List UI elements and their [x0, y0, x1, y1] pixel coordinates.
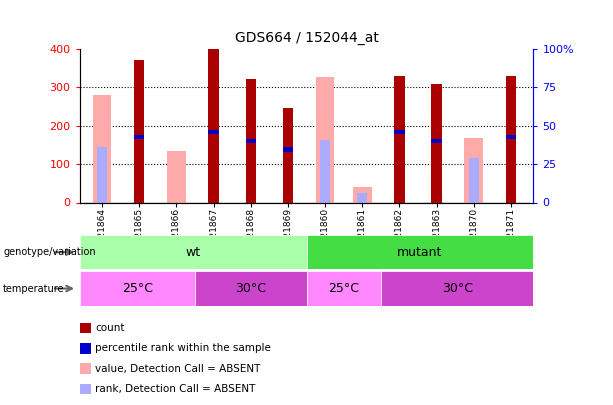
Text: rank, Detection Call = ABSENT: rank, Detection Call = ABSENT [95, 384, 256, 394]
Text: 25°C: 25°C [122, 282, 153, 295]
Title: GDS664 / 152044_at: GDS664 / 152044_at [235, 31, 378, 45]
Bar [246, 79, 256, 202]
Text: 25°C: 25°C [328, 282, 359, 295]
Bar [320, 140, 330, 202]
Bar [432, 84, 442, 202]
Bar [394, 76, 405, 202]
Bar [283, 108, 293, 202]
Bar [465, 138, 483, 202]
Bar [468, 158, 479, 202]
Bar [394, 130, 405, 134]
Bar [316, 77, 335, 202]
Text: value, Detection Call = ABSENT: value, Detection Call = ABSENT [95, 364, 261, 373]
Bar [167, 151, 186, 202]
Bar [208, 49, 219, 202]
Bar [80, 235, 306, 269]
Bar [93, 95, 112, 202]
Bar [357, 193, 367, 202]
Text: 30°C: 30°C [235, 282, 266, 295]
Bar [306, 235, 533, 269]
Text: genotype/variation: genotype/variation [3, 247, 96, 257]
Text: percentile rank within the sample: percentile rank within the sample [95, 343, 271, 353]
Bar [195, 271, 306, 306]
Text: count: count [95, 323, 124, 333]
Bar [283, 147, 293, 152]
Text: mutant: mutant [397, 245, 443, 259]
Text: wt: wt [186, 245, 200, 259]
Bar [80, 271, 195, 306]
Bar [208, 130, 219, 134]
Bar [506, 135, 516, 139]
Bar [134, 135, 145, 139]
Bar [353, 187, 371, 202]
Bar [306, 271, 381, 306]
Text: temperature: temperature [3, 284, 64, 294]
Text: 30°C: 30°C [441, 282, 473, 295]
Bar [506, 76, 516, 202]
Bar [432, 139, 442, 143]
Bar [381, 271, 533, 306]
Bar [246, 139, 256, 143]
Bar [134, 60, 145, 202]
Bar [97, 147, 107, 202]
